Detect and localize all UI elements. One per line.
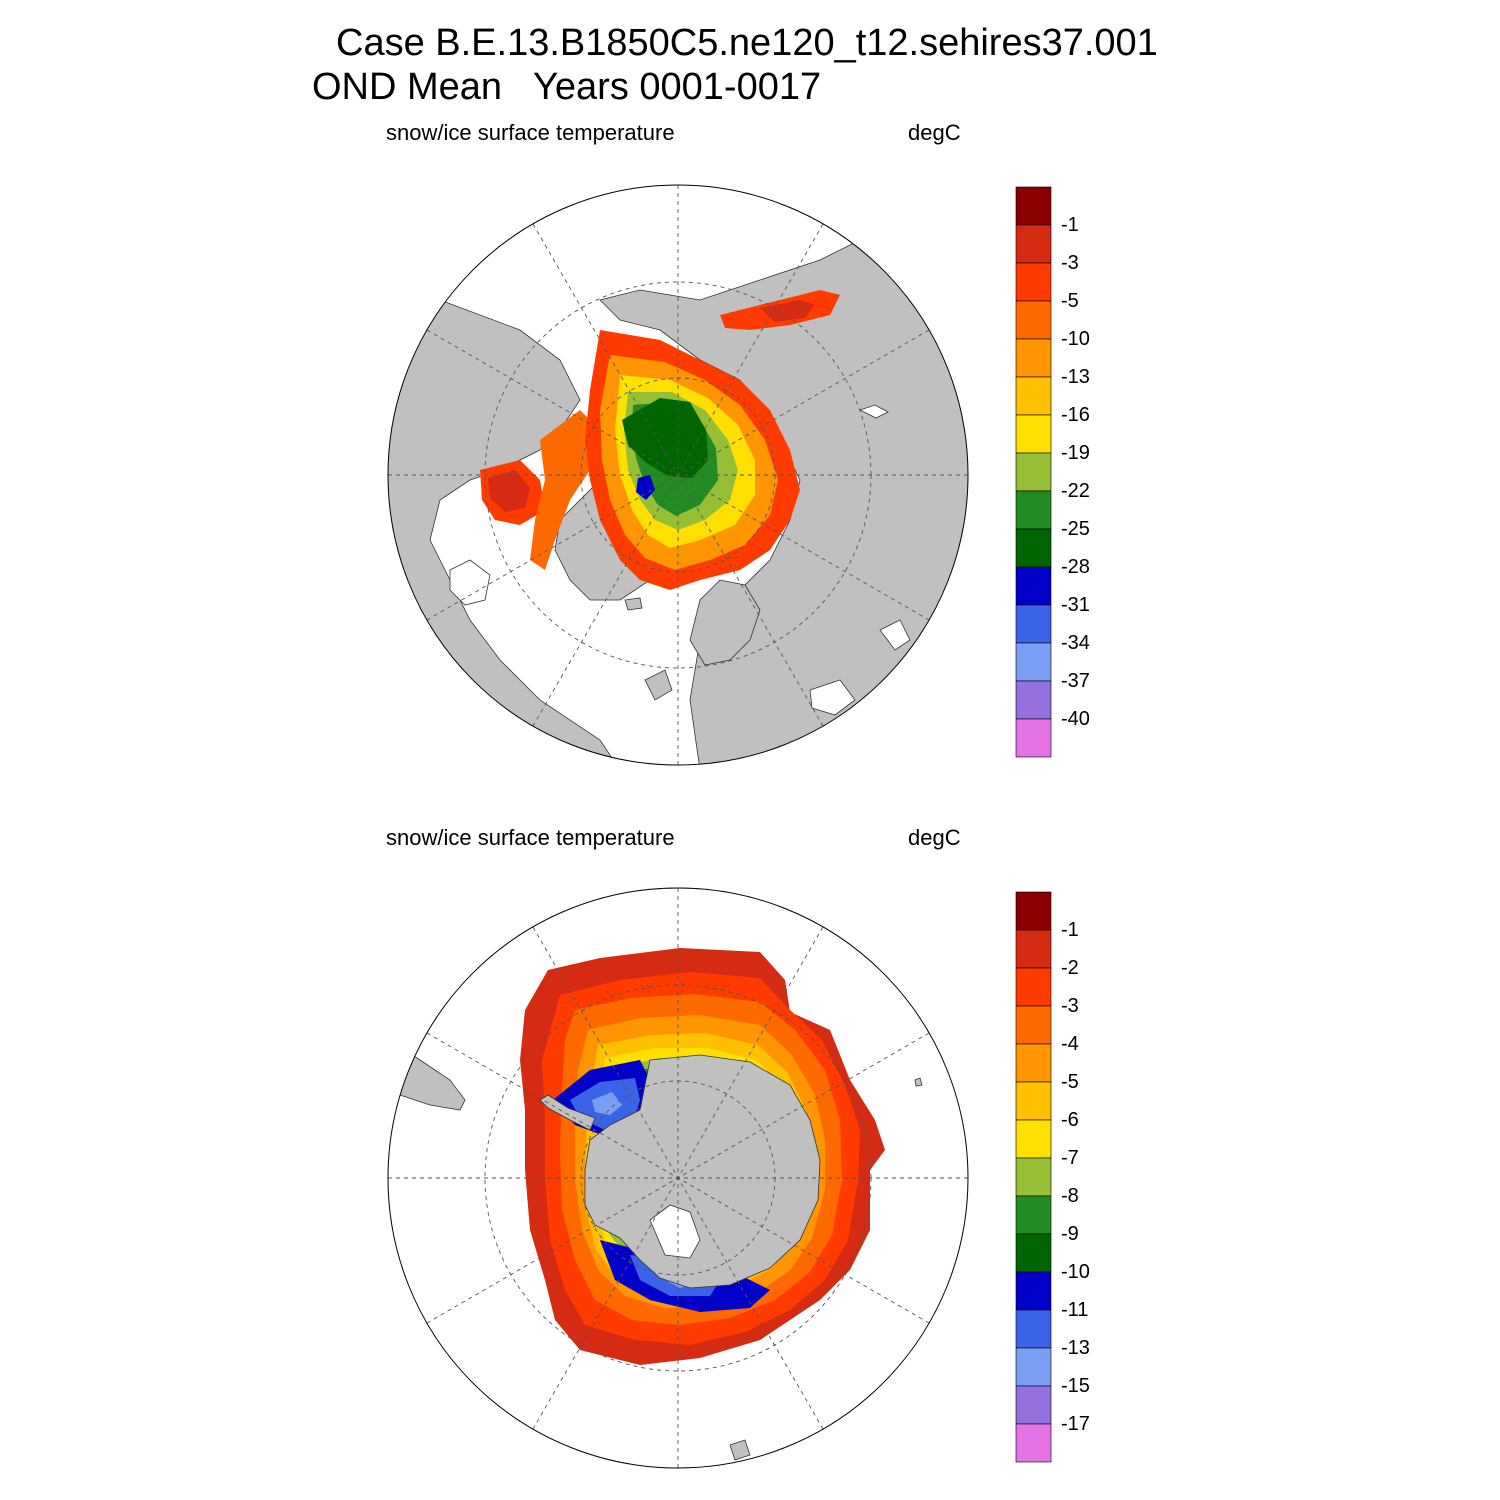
north-colorbar-swatch	[1015, 338, 1052, 378]
south-colorbar-label: -17	[1061, 1413, 1090, 1435]
south-map-border	[387, 887, 969, 1469]
south-colorbar-label: -7	[1061, 1147, 1079, 1169]
south-colorbar-swatch	[1015, 1271, 1052, 1311]
south-colorbar-label: -8	[1061, 1185, 1079, 1207]
south-colorbar-swatch	[1015, 1233, 1052, 1273]
north-colorbar-swatch	[1015, 414, 1052, 454]
north-colorbar-swatch	[1015, 604, 1052, 644]
north-variable-label: snow/ice surface temperature	[386, 120, 675, 145]
south-colorbar-swatch	[1015, 967, 1052, 1007]
north-ice-band-blue	[636, 475, 655, 500]
north-ice-band-darkgreen	[622, 398, 708, 478]
south-colorbar-swatch	[1015, 1157, 1052, 1197]
north-colorbar-swatch	[1015, 262, 1052, 302]
north-colorbar-label: -31	[1061, 594, 1090, 616]
south-colorbar-label: -6	[1061, 1109, 1079, 1131]
south-colorbar-label: -9	[1061, 1223, 1079, 1245]
north-land-scandinavia	[689, 579, 761, 666]
north-colorbar-swatch	[1015, 642, 1052, 682]
north-colorbar-label: -1	[1061, 214, 1079, 236]
north-colorbar-label: -19	[1061, 442, 1090, 464]
north-colorbar-label: -5	[1061, 290, 1079, 312]
south-colorbar-swatch	[1015, 1385, 1052, 1425]
south-colorbar-swatch	[1015, 1423, 1052, 1463]
south-colorbar-label: -1	[1061, 919, 1079, 941]
south-colorbar-label: -2	[1061, 957, 1079, 979]
south-colorbar-label: -10	[1061, 1261, 1090, 1283]
north-colorbar-swatch	[1015, 224, 1052, 264]
south-units-label: degC	[908, 825, 961, 850]
north-colorbar-swatch	[1015, 718, 1052, 758]
north-colorbar	[1015, 186, 1052, 758]
south-colorbar-swatch	[1015, 929, 1052, 969]
south-colorbar-swatch	[1015, 1119, 1052, 1159]
south-variable-label: snow/ice surface temperature	[386, 825, 675, 850]
south-colorbar-label: -4	[1061, 1033, 1079, 1055]
figure-title-line1: Case B.E.13.B1850C5.ne120_t12.sehires37.…	[336, 22, 1158, 64]
north-colorbar-label: -13	[1061, 366, 1090, 388]
south-colorbar-label: -3	[1061, 995, 1079, 1017]
south-land-peninsula	[539, 1094, 596, 1131]
north-colorbar-swatch	[1015, 452, 1052, 492]
north-colorbar-label: -40	[1061, 708, 1090, 730]
south-colorbar-label: -13	[1061, 1337, 1090, 1359]
north-colorbar-swatch	[1015, 376, 1052, 416]
north-colorbar-label: -22	[1061, 480, 1090, 502]
north-colorbar-swatch	[1015, 490, 1052, 530]
north-units-label: degC	[908, 120, 961, 145]
north-graticule	[388, 185, 968, 765]
south-colorbar-swatch	[1015, 1347, 1052, 1387]
north-colorbar-swatch	[1015, 528, 1052, 568]
north-colorbar-label: -37	[1061, 670, 1090, 692]
south-colorbar-swatch	[1015, 1195, 1052, 1235]
north-polar-map	[387, 184, 969, 766]
north-colorbar-swatch	[1015, 186, 1052, 226]
south-colorbar-swatch	[1015, 1043, 1052, 1083]
north-colorbar-label: -28	[1061, 556, 1090, 578]
south-colorbar-label: -15	[1061, 1375, 1090, 1397]
north-colorbar-label: -10	[1061, 328, 1090, 350]
south-graticule	[388, 888, 968, 1468]
north-hudson-bay	[449, 559, 491, 606]
figure-title-line2: OND Mean Years 0001-0017	[312, 66, 822, 108]
south-colorbar-label: -5	[1061, 1071, 1079, 1093]
north-colorbar-swatch	[1015, 566, 1052, 606]
north-colorbar-label: -16	[1061, 404, 1090, 426]
north-ice-archipelago	[530, 410, 600, 570]
south-colorbar-swatch	[1015, 891, 1052, 931]
south-colorbar-label: -11	[1061, 1299, 1089, 1321]
north-colorbar-label: -34	[1061, 632, 1090, 654]
south-colorbar	[1015, 891, 1052, 1463]
south-polar-map	[387, 887, 969, 1469]
north-colorbar-swatch	[1015, 680, 1052, 720]
south-land-antarctica	[584, 1054, 821, 1289]
south-colorbar-swatch	[1015, 1309, 1052, 1349]
north-colorbar-label: -3	[1061, 252, 1079, 274]
south-colorbar-swatch	[1015, 1005, 1052, 1045]
north-colorbar-swatch	[1015, 300, 1052, 340]
north-map-border	[387, 184, 969, 766]
south-ross-ice-shelf	[649, 1204, 701, 1259]
south-colorbar-swatch	[1015, 1081, 1052, 1121]
north-colorbar-label: -25	[1061, 518, 1090, 540]
